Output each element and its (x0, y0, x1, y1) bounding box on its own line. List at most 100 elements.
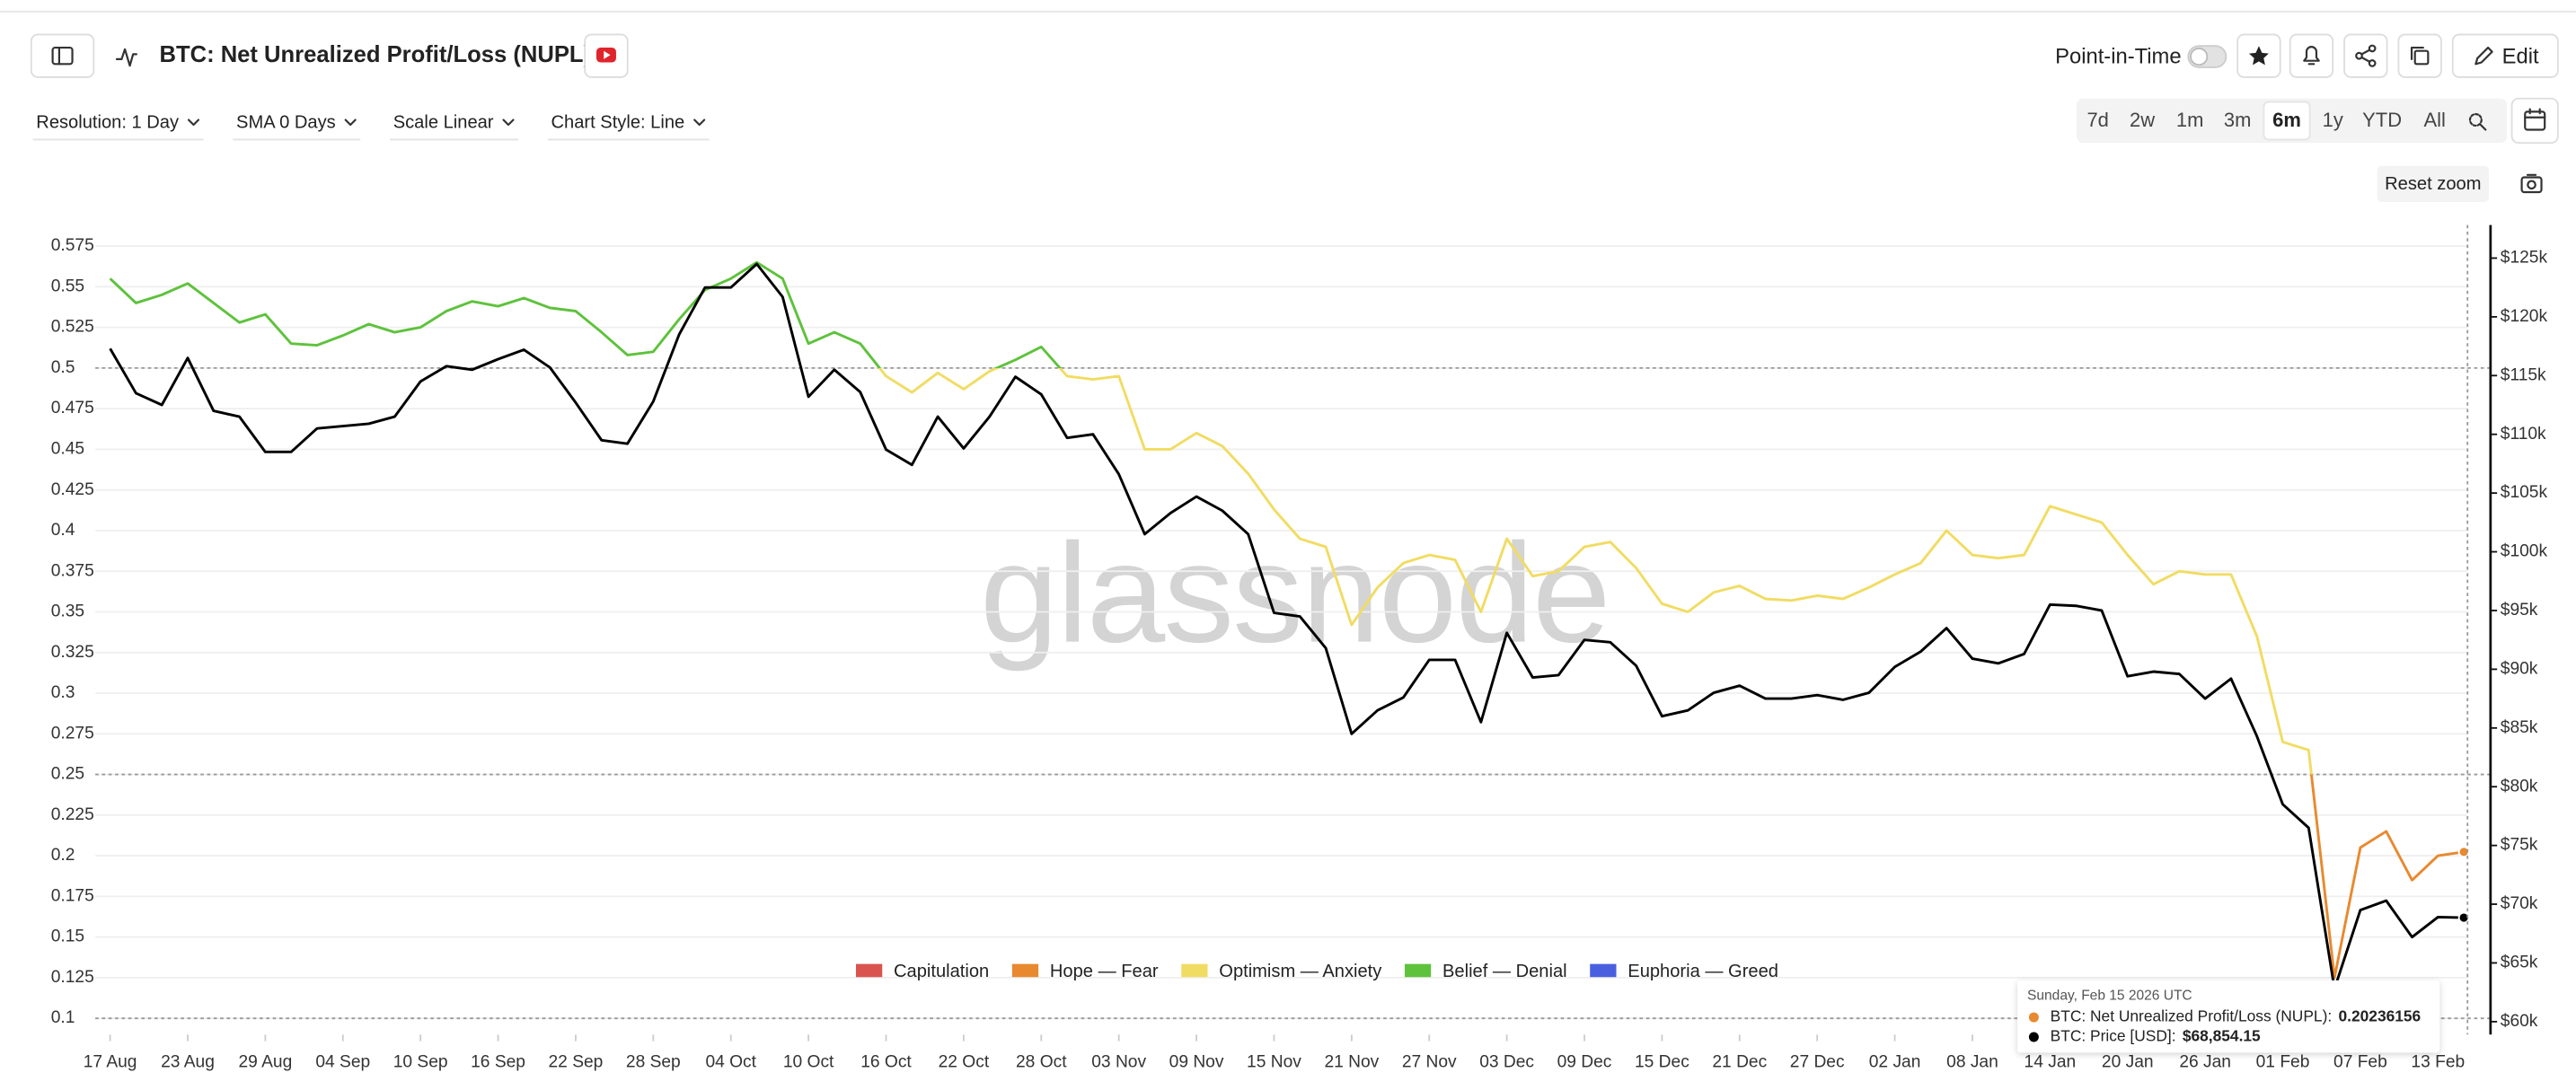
y2-tick-label: $100k (2501, 542, 2548, 561)
share-button[interactable] (2343, 33, 2388, 78)
x-tick-label: 02 Jan (1869, 1052, 1921, 1071)
y-tick-label: 0.15 (51, 927, 84, 946)
y-tick-label: 0.325 (51, 643, 94, 662)
x-tick-label: 03 Dec (1479, 1052, 1534, 1071)
point-in-time-toggle[interactable] (2187, 45, 2228, 68)
dropdown-label[interactable]: Scale Linear (393, 112, 494, 132)
range-button[interactable]: 6m (2272, 109, 2301, 131)
x-tick-label: 21 Nov (1324, 1052, 1379, 1071)
y-tick-label: 0.125 (51, 968, 94, 987)
chart-icon (115, 48, 137, 67)
range-button[interactable]: 2w (2130, 109, 2155, 131)
tooltip-dot (2028, 1012, 2039, 1023)
x-tick-label: 26 Jan (2179, 1052, 2231, 1071)
legend-label[interactable]: Euphoria — Greed (1628, 962, 1778, 981)
x-tick-label: 27 Nov (1402, 1052, 1457, 1071)
x-tick-label: 21 Dec (1712, 1052, 1767, 1071)
y2-tick-label: $120k (2501, 307, 2548, 326)
x-tick-label: 07 Feb (2333, 1052, 2387, 1071)
x-tick-label: 15 Dec (1635, 1052, 1689, 1071)
y2-tick-label: $115k (2501, 365, 2546, 384)
dropdown-chevron (187, 119, 200, 127)
y2-tick-label: $80k (2501, 777, 2538, 796)
range-button[interactable]: 3m (2224, 109, 2251, 131)
x-tick-label: 17 Aug (84, 1052, 137, 1071)
tooltip-box (2017, 980, 2440, 1053)
dropdown-chevron (693, 119, 706, 127)
chart-title: BTC: Net Unrealized Profit/Loss (NUPL) (159, 42, 591, 67)
x-tick-label: 10 Sep (393, 1052, 448, 1071)
y2-tick-label: $90k (2501, 659, 2538, 678)
range-button[interactable]: 1y (2323, 109, 2343, 131)
tooltip-label: BTC: Net Unrealized Profit/Loss (NUPL): (2051, 1007, 2333, 1025)
y-tick-label: 0.375 (51, 561, 94, 580)
y-tick-label: 0.475 (51, 399, 94, 418)
alert-button[interactable] (2289, 33, 2334, 78)
legend-swatch (855, 963, 883, 978)
y2-tick-label: $75k (2501, 836, 2538, 855)
x-tick-label: 16 Sep (471, 1052, 525, 1071)
range-button[interactable]: YTD (2362, 109, 2402, 131)
legend-label[interactable]: Capitulation (894, 962, 989, 981)
x-tick-label: 29 Aug (239, 1052, 293, 1071)
legend-swatch (1590, 963, 1617, 978)
edit-button[interactable]: Edit (2451, 33, 2559, 78)
dropdown-label[interactable]: Chart Style: Line (551, 112, 685, 132)
dropdown-chevron (344, 119, 357, 127)
y-tick-label: 0.4 (51, 521, 75, 540)
copy-button[interactable] (2397, 33, 2442, 78)
x-tick-label: 14 Jan (2025, 1052, 2077, 1071)
legend-swatch (1404, 963, 1432, 978)
y-tick-label: 0.225 (51, 805, 94, 824)
y-tick-label: 0.425 (51, 480, 94, 499)
y-tick-label: 0.3 (51, 683, 75, 702)
x-tick-label: 03 Nov (1091, 1052, 1146, 1071)
x-tick-label: 13 Feb (2411, 1052, 2465, 1071)
x-tick-label: 08 Jan (1946, 1052, 1998, 1071)
dropdown-label[interactable]: SMA 0 Days (236, 112, 336, 132)
legend-swatch (1011, 963, 1039, 978)
tooltip-date: Sunday, Feb 15 2026 UTC (2027, 988, 2192, 1003)
sidebar-toggle[interactable] (30, 33, 95, 78)
calendar-button[interactable] (2510, 97, 2559, 145)
point-in-time-label: Point-in-Time (2055, 44, 2181, 68)
hover-dot (2457, 846, 2470, 858)
youtube-button[interactable] (584, 33, 629, 78)
x-tick-label: 10 Oct (783, 1052, 834, 1071)
x-tick-label: 01 Feb (2256, 1052, 2310, 1071)
reset-zoom-label: Reset zoom (2385, 174, 2481, 194)
x-tick-label: 22 Oct (939, 1052, 990, 1071)
y-tick-label: 0.25 (51, 765, 84, 784)
x-tick-label: 16 Oct (860, 1052, 912, 1071)
favorite-button[interactable] (2236, 33, 2281, 78)
y-tick-label: 0.5 (51, 358, 75, 377)
range-button[interactable]: 7d (2086, 109, 2108, 131)
range-button[interactable]: All (2423, 109, 2445, 131)
x-tick-label: 15 Nov (1247, 1052, 1301, 1071)
y-tick-label: 0.575 (51, 236, 94, 255)
dropdown-chevron (502, 119, 515, 127)
y2-tick-label: $105k (2501, 483, 2548, 502)
screenshot-button[interactable] (2520, 173, 2543, 194)
y2-tick-label: $95k (2501, 601, 2538, 620)
y-tick-label: 0.2 (51, 846, 75, 865)
x-tick-label: 09 Dec (1557, 1052, 1612, 1071)
y-tick-label: 0.55 (51, 277, 84, 295)
y-tick-label: 0.275 (51, 724, 94, 743)
legend-label[interactable]: Belief — Denial (1442, 962, 1567, 981)
dropdown-label[interactable]: Resolution: 1 Day (36, 112, 180, 132)
range-active (2263, 101, 2311, 141)
range-buttons: 7d 2w 1m 3m 6m 1y YTD All (2086, 101, 2446, 141)
x-tick-label: 23 Aug (161, 1052, 215, 1071)
reset-zoom-button[interactable]: Reset zoom (2377, 165, 2490, 202)
x-tick-label: 04 Oct (705, 1052, 756, 1071)
x-tick-label: 22 Sep (549, 1052, 604, 1071)
y2-tick-label: $65k (2501, 954, 2538, 972)
tooltip-label: BTC: Price [USD]: (2051, 1027, 2176, 1045)
zoom-select-button[interactable] (2468, 113, 2487, 131)
range-button[interactable]: 1m (2176, 109, 2203, 131)
legend-label[interactable]: Optimism — Anxiety (1219, 962, 1382, 981)
dropdowns: Resolution: 1 Day SMA 0 Days Scale Linear C… (32, 112, 710, 141)
legend-label[interactable]: Hope — Fear (1050, 962, 1159, 981)
